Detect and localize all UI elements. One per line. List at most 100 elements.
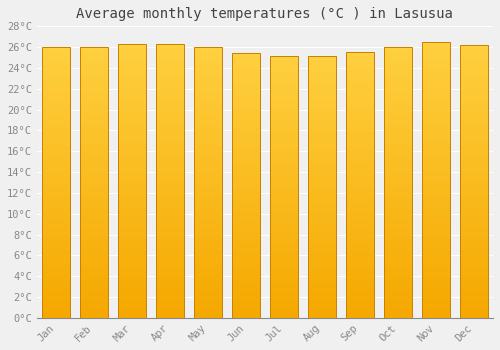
Bar — [80, 309, 108, 313]
Bar — [384, 273, 412, 277]
Bar — [118, 172, 146, 176]
Bar — [346, 114, 374, 119]
Bar — [270, 187, 298, 191]
Bar — [460, 113, 488, 118]
Bar — [194, 110, 222, 115]
Bar — [232, 238, 260, 243]
Bar — [384, 47, 412, 51]
Bar — [460, 168, 488, 172]
Bar — [422, 235, 450, 240]
Bar — [384, 173, 412, 178]
Bar — [232, 260, 260, 265]
Bar — [80, 228, 108, 232]
Bar — [422, 74, 450, 79]
Bar — [460, 218, 488, 222]
Bar — [270, 161, 298, 166]
Bar — [80, 209, 108, 214]
Bar — [232, 146, 260, 150]
Bar — [460, 45, 488, 50]
Bar — [460, 81, 488, 86]
Bar — [308, 239, 336, 244]
Bar — [42, 264, 70, 268]
Bar — [422, 304, 450, 309]
Bar — [346, 92, 374, 97]
Bar — [80, 56, 108, 61]
Bar — [308, 196, 336, 200]
Bar — [460, 281, 488, 286]
Bar — [460, 145, 488, 149]
Bar — [460, 190, 488, 195]
Bar — [270, 248, 298, 252]
Bar — [42, 259, 70, 264]
Bar — [346, 216, 374, 220]
Bar — [270, 270, 298, 274]
Bar — [118, 90, 146, 94]
Bar — [194, 273, 222, 277]
Bar — [460, 77, 488, 82]
Bar — [42, 228, 70, 232]
Bar — [384, 61, 412, 65]
Bar — [118, 272, 146, 277]
Bar — [42, 155, 70, 160]
Bar — [156, 217, 184, 222]
Bar — [194, 124, 222, 128]
Bar — [422, 125, 450, 129]
Bar — [194, 218, 222, 223]
Bar — [194, 237, 222, 241]
Bar — [156, 222, 184, 226]
Bar — [118, 245, 146, 250]
Bar — [308, 74, 336, 78]
Bar — [308, 261, 336, 266]
Bar — [384, 201, 412, 205]
Bar — [422, 221, 450, 226]
Bar — [308, 122, 336, 126]
Bar — [346, 163, 374, 167]
Bar — [384, 264, 412, 268]
Bar — [384, 169, 412, 174]
Bar — [422, 249, 450, 253]
Bar — [156, 176, 184, 181]
Bar — [156, 226, 184, 231]
Bar — [460, 300, 488, 304]
Bar — [118, 277, 146, 281]
Bar — [156, 158, 184, 163]
Bar — [42, 97, 70, 101]
Bar — [422, 295, 450, 300]
Bar — [270, 104, 298, 109]
Bar — [232, 62, 260, 66]
Bar — [384, 205, 412, 210]
Bar — [194, 173, 222, 178]
Bar — [80, 178, 108, 182]
Bar — [232, 230, 260, 234]
Bar — [232, 102, 260, 106]
Bar — [42, 291, 70, 295]
Bar — [270, 108, 298, 113]
Bar — [156, 208, 184, 213]
Bar — [42, 74, 70, 79]
Bar — [80, 101, 108, 106]
Bar — [270, 183, 298, 187]
Bar — [118, 131, 146, 135]
Bar — [194, 223, 222, 228]
Bar — [270, 313, 298, 318]
Bar — [232, 194, 260, 199]
Bar — [156, 213, 184, 217]
Bar — [194, 295, 222, 300]
Bar — [42, 187, 70, 191]
Bar — [118, 135, 146, 140]
Bar — [232, 199, 260, 203]
Bar — [156, 167, 184, 172]
Bar — [346, 265, 374, 269]
Bar — [194, 214, 222, 219]
Bar — [194, 164, 222, 169]
Bar — [232, 111, 260, 115]
Bar — [460, 231, 488, 236]
Bar — [232, 221, 260, 225]
Bar — [308, 113, 336, 118]
Bar — [156, 135, 184, 140]
Bar — [156, 62, 184, 67]
Bar — [118, 71, 146, 76]
Bar — [42, 309, 70, 313]
Bar — [118, 94, 146, 99]
Bar — [232, 181, 260, 186]
